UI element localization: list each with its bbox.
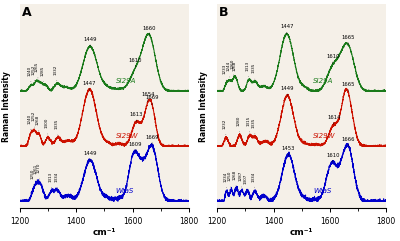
- Text: 1332: 1332: [54, 64, 58, 81]
- Text: 1252: 1252: [31, 111, 35, 127]
- Text: 1654: 1654: [141, 92, 155, 102]
- Text: 1666: 1666: [342, 137, 355, 146]
- Text: 1665: 1665: [342, 35, 355, 45]
- Text: SI29W: SI29W: [116, 133, 138, 139]
- Text: 1614: 1614: [327, 115, 340, 124]
- Text: 1453: 1453: [282, 146, 295, 156]
- Text: 1335: 1335: [252, 118, 256, 134]
- Text: Raman Intensity: Raman Intensity: [2, 71, 11, 142]
- Text: 1609: 1609: [128, 142, 142, 151]
- Text: 1261: 1261: [34, 164, 38, 180]
- Text: Raman Intensity: Raman Intensity: [199, 71, 208, 142]
- Text: 1240: 1240: [28, 113, 32, 129]
- Text: B: B: [219, 6, 228, 19]
- Text: 1268: 1268: [36, 115, 40, 131]
- Text: 1449: 1449: [280, 86, 294, 96]
- Text: 1447: 1447: [83, 81, 96, 90]
- Text: 1285: 1285: [40, 66, 44, 82]
- Text: 1665: 1665: [342, 82, 355, 92]
- Text: A: A: [22, 6, 31, 19]
- Text: 1307: 1307: [244, 173, 248, 189]
- Text: 1280: 1280: [236, 116, 240, 132]
- Text: 1449: 1449: [83, 151, 97, 161]
- Text: 1232: 1232: [223, 118, 227, 135]
- Text: SI29W: SI29W: [313, 133, 336, 139]
- Text: 1260: 1260: [231, 59, 235, 75]
- Text: SI29A: SI29A: [116, 78, 136, 84]
- Text: 1660: 1660: [143, 26, 156, 35]
- Text: 1313: 1313: [246, 60, 250, 77]
- Text: 1233: 1233: [223, 64, 227, 80]
- Text: 1335: 1335: [252, 63, 256, 79]
- Text: 1669: 1669: [145, 95, 159, 105]
- Text: 1250: 1250: [228, 171, 232, 187]
- Text: 1240: 1240: [28, 66, 32, 82]
- Text: 1447: 1447: [280, 25, 294, 34]
- Text: 1315: 1315: [246, 116, 250, 132]
- Text: 1268: 1268: [233, 170, 237, 186]
- Text: 1313: 1313: [48, 171, 52, 187]
- Text: 1669: 1669: [145, 135, 159, 144]
- Text: 1335: 1335: [54, 119, 58, 135]
- Text: 1300: 1300: [45, 118, 49, 134]
- Text: 1268: 1268: [233, 60, 237, 77]
- Text: 1610: 1610: [326, 153, 340, 162]
- Text: 1613: 1613: [130, 112, 143, 122]
- Text: 1610: 1610: [129, 58, 142, 67]
- Text: 1334: 1334: [54, 172, 58, 188]
- Text: 1287: 1287: [238, 171, 242, 187]
- Text: SI29A: SI29A: [313, 78, 333, 84]
- Text: WtaS: WtaS: [313, 188, 331, 194]
- Text: WtaS: WtaS: [116, 188, 134, 194]
- Text: 1610: 1610: [326, 54, 340, 64]
- Text: 1234: 1234: [223, 172, 227, 188]
- Text: 1265: 1265: [35, 62, 39, 78]
- X-axis label: cm⁻¹: cm⁻¹: [290, 228, 313, 237]
- Text: 1270: 1270: [36, 163, 40, 179]
- Text: 1334: 1334: [252, 171, 256, 187]
- X-axis label: cm⁻¹: cm⁻¹: [93, 228, 116, 237]
- Text: 1250: 1250: [31, 169, 35, 185]
- Text: 1449: 1449: [83, 37, 97, 47]
- Text: 1244: 1244: [226, 61, 230, 77]
- Text: 1252: 1252: [31, 65, 35, 81]
